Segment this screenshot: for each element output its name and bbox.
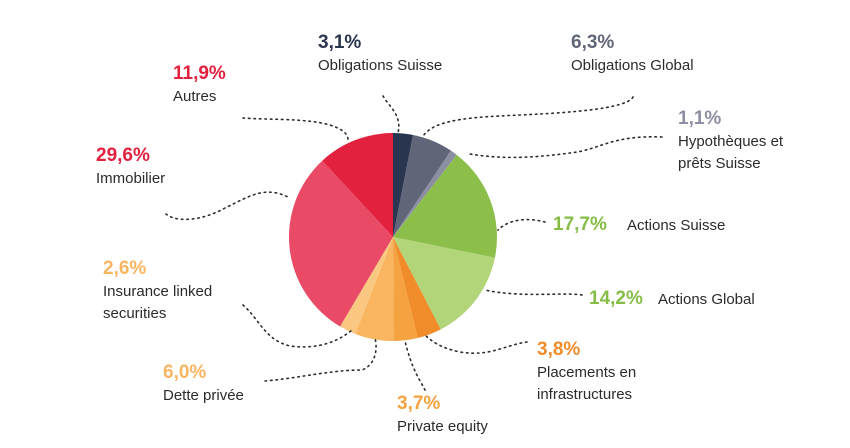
slice-name-line: Immobilier xyxy=(96,170,165,187)
pie-slice-obligations-global xyxy=(393,134,451,237)
pie-slice-actions-global xyxy=(393,237,495,330)
slice-name: Actions Global xyxy=(658,291,755,308)
slice-name-line: infrastructures xyxy=(537,386,632,403)
pie-slice-obligations-suisse xyxy=(393,133,414,237)
slice-label-autres: 11,9% Autres xyxy=(173,63,226,105)
slice-label-actions-global: 14,2% Actions Global xyxy=(589,288,755,309)
leader-line-placements-en-infrastructures xyxy=(424,334,528,354)
slice-name-line: Dette privée xyxy=(163,387,244,404)
slice-label-placements-en-infrastructures: 3,8% Placements en infrastructures xyxy=(537,339,636,403)
slice-name-line: prêts Suisse xyxy=(678,155,761,172)
slice-name-line: Placements en xyxy=(537,364,636,381)
slice-percent: 17,7% xyxy=(553,214,607,235)
pie-slice-insurance-linked-securities xyxy=(340,237,393,334)
pie-slices xyxy=(288,133,497,342)
leader-line-immobilier xyxy=(165,191,291,221)
pie-slice-dette-privee xyxy=(355,237,394,342)
slice-name-line: Hypothèques et xyxy=(678,133,784,150)
pie-slice-placements-en-infrastructures xyxy=(393,237,441,339)
leader-line-obligations-global xyxy=(421,96,634,139)
pie-slice-actions-suisse xyxy=(393,154,497,258)
pie-slice-private-equity xyxy=(393,237,418,341)
slice-label-obligations-suisse: 3,1% Obligations Suisse xyxy=(318,32,442,74)
slice-name-line: securities xyxy=(103,305,166,322)
slice-labels: 3,1% Obligations Suisse 6,3% Obligations Gl… xyxy=(96,32,784,435)
slice-label-hypotheques-et-prets-suisse: 1,1% Hypothèques et prêts Suisse xyxy=(678,108,784,172)
leader-line-autres xyxy=(242,117,349,141)
slice-name-line: Obligations Suisse xyxy=(318,57,442,74)
slice-name-line: Insurance linked xyxy=(103,283,212,300)
slice-percent: 11,9% xyxy=(173,63,226,84)
slice-percent: 1,1% xyxy=(678,108,721,129)
slice-label-dette-privee: 6,0% Dette privée xyxy=(163,362,244,404)
slice-label-actions-suisse: 17,7% Actions Suisse xyxy=(553,214,725,235)
slice-label-immobilier: 29,6% Immobilier xyxy=(96,145,165,187)
leader-line-actions-suisse xyxy=(497,218,546,231)
slice-percent: 3,8% xyxy=(537,339,580,360)
leader-line-hypotheques-et-prets-suisse xyxy=(469,136,663,159)
leader-line-actions-global xyxy=(484,289,583,296)
slice-percent: 14,2% xyxy=(589,288,643,309)
slice-percent: 2,6% xyxy=(103,258,146,279)
slice-name-line: Autres xyxy=(173,88,216,105)
slice-percent: 6,3% xyxy=(571,32,614,53)
slice-label-obligations-global: 6,3% Obligations Global xyxy=(571,32,694,74)
pie-slice-immobilier xyxy=(288,160,393,327)
slice-name: Actions Suisse xyxy=(627,217,725,234)
pie-slice-autres xyxy=(322,133,393,237)
slice-percent: 3,7% xyxy=(397,393,440,414)
slice-label-insurance-linked-securities: 2,6% Insurance linked securities xyxy=(103,258,212,322)
slice-percent: 6,0% xyxy=(163,362,206,383)
slice-name-line: Obligations Global xyxy=(571,57,694,74)
leader-lines xyxy=(165,95,663,391)
slice-percent: 3,1% xyxy=(318,32,361,53)
slice-percent: 29,6% xyxy=(96,145,150,166)
slice-label-private-equity: 3,7% Private equity xyxy=(397,393,488,435)
pie-slice-hypotheques-et-prets-suisse xyxy=(393,150,457,237)
leader-line-dette-privee xyxy=(264,337,377,382)
leader-line-obligations-suisse xyxy=(382,95,400,134)
slice-name-line: Private equity xyxy=(397,418,488,435)
leader-line-private-equity xyxy=(404,340,426,391)
